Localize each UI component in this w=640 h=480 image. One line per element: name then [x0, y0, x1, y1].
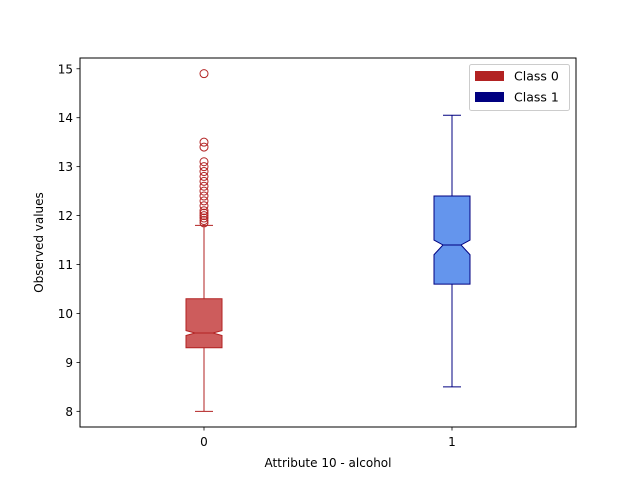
outlier-point [199, 157, 209, 167]
outlier-point [199, 211, 209, 221]
outlier-point [199, 215, 209, 225]
y-tick-label: 14 [58, 111, 73, 125]
legend-swatch [475, 92, 504, 102]
y-tick-label: 12 [58, 209, 73, 223]
outlier-point [199, 208, 209, 218]
outlier-point [199, 218, 209, 228]
notched-box [185, 298, 223, 349]
outlier-point [199, 213, 209, 223]
y-tick-label: 11 [58, 258, 73, 272]
x-tick-label: 1 [448, 435, 456, 449]
notched-box [433, 195, 471, 285]
legend-entry-label: Class 0 [514, 69, 559, 84]
y-axis-title: Observed values [32, 192, 46, 293]
outlier-point [199, 196, 209, 206]
plot-area [80, 58, 576, 427]
outlier-point [199, 176, 209, 186]
box-group-class-0 [185, 69, 223, 412]
outlier-point [199, 167, 209, 177]
outlier-point [199, 191, 209, 201]
outlier-point [199, 186, 209, 196]
outlier-point [199, 201, 209, 211]
x-tick-label: 0 [200, 435, 208, 449]
box-group-class-1 [433, 114, 471, 388]
legend-entry-label: Class 1 [514, 90, 559, 105]
outlier-point [199, 181, 209, 191]
y-tick-label: 10 [58, 307, 73, 321]
outlier-point [199, 162, 209, 172]
x-axis-title: Attribute 10 - alcohol [265, 456, 392, 470]
outlier-point [199, 171, 209, 181]
outlier-point [199, 142, 209, 152]
outlier-point [199, 69, 209, 79]
y-axis: 8 9 10 11 12 13 14 15 [58, 62, 80, 419]
legend-swatch [475, 71, 504, 81]
plot-frame [79, 57, 577, 428]
y-tick-label: 15 [58, 62, 73, 76]
outlier-point [199, 137, 209, 147]
y-tick-label: 8 [65, 405, 73, 419]
y-tick-label: 9 [65, 356, 73, 370]
outlier-point [199, 206, 209, 216]
legend: Class 0 Class 1 [469, 64, 570, 111]
y-tick-label: 13 [58, 160, 73, 174]
boxes-layer [185, 69, 471, 412]
